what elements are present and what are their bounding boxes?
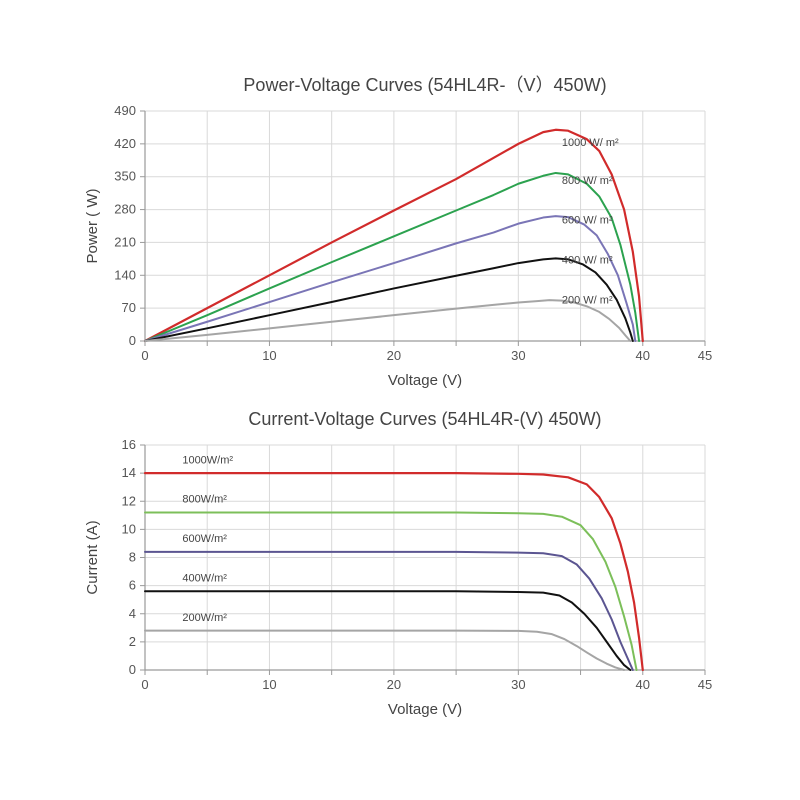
y-tick-label: 210 bbox=[114, 234, 136, 249]
y-tick-label: 0 bbox=[129, 333, 136, 348]
y-axis-label: Current (A) bbox=[84, 520, 101, 594]
y-tick-label: 350 bbox=[114, 168, 136, 183]
y-tick-label: 4 bbox=[129, 605, 136, 620]
series-label: 1000 W/ m² bbox=[562, 137, 619, 149]
series-label: 600W/m² bbox=[182, 533, 227, 545]
x-tick-label: 45 bbox=[698, 348, 712, 363]
x-tick-label: 10 bbox=[262, 348, 276, 363]
current-voltage-chart: 0 10 20 30 40 45 0 2 4 6 8 10 12 14 16 1000W/m² 800W/m² 6… bbox=[80, 403, 720, 732]
y-tick-label: 280 bbox=[114, 201, 136, 216]
y-tick-label: 70 bbox=[122, 300, 136, 315]
y-tick-label: 490 bbox=[114, 103, 136, 118]
y-tick-label: 6 bbox=[129, 577, 136, 592]
x-tick-label: 40 bbox=[636, 677, 650, 692]
x-axis-label: Voltage (V) bbox=[388, 372, 462, 389]
series-label: 400 W/ m² bbox=[562, 254, 613, 266]
x-tick-label: 20 bbox=[387, 348, 401, 363]
chart-title: Current-Voltage Curves (54HL4R-(V) 450W) bbox=[248, 409, 601, 429]
x-tick-label: 20 bbox=[387, 677, 401, 692]
x-tick-label: 0 bbox=[141, 677, 148, 692]
y-tick-label: 10 bbox=[122, 521, 136, 536]
y-tick-label: 16 bbox=[122, 437, 136, 452]
series-label: 800W/m² bbox=[182, 493, 227, 505]
series-label: 200 W/ m² bbox=[562, 294, 613, 306]
x-tick-label: 45 bbox=[698, 677, 712, 692]
y-axis-label: Power ( W) bbox=[84, 188, 101, 263]
series-label: 200W/m² bbox=[182, 611, 227, 623]
x-tick-label: 10 bbox=[262, 677, 276, 692]
x-axis-label: Voltage (V) bbox=[388, 701, 462, 718]
series-label: 600 W/ m² bbox=[562, 214, 613, 226]
series-label: 800 W/ m² bbox=[562, 174, 613, 186]
y-tick-label: 0 bbox=[129, 662, 136, 677]
x-tick-label: 40 bbox=[636, 348, 650, 363]
y-tick-label: 12 bbox=[122, 493, 136, 508]
y-tick-label: 140 bbox=[114, 267, 136, 282]
y-tick-label: 8 bbox=[129, 549, 136, 564]
x-tick-label: 0 bbox=[141, 348, 148, 363]
series-label: 1000W/m² bbox=[182, 454, 233, 466]
y-tick-label: 14 bbox=[122, 465, 136, 480]
x-tick-label: 30 bbox=[511, 677, 525, 692]
power-voltage-chart: 0 10 20 30 40 45 0 70 140 210 280 350 420 490 1000 W/ … bbox=[80, 69, 720, 403]
series-label: 400W/m² bbox=[182, 572, 227, 584]
y-tick-label: 420 bbox=[114, 135, 136, 150]
x-tick-label: 30 bbox=[511, 348, 525, 363]
chart-title: Power-Voltage Curves (54HL4R-（V）450W) bbox=[243, 75, 606, 95]
y-tick-label: 2 bbox=[129, 633, 136, 648]
